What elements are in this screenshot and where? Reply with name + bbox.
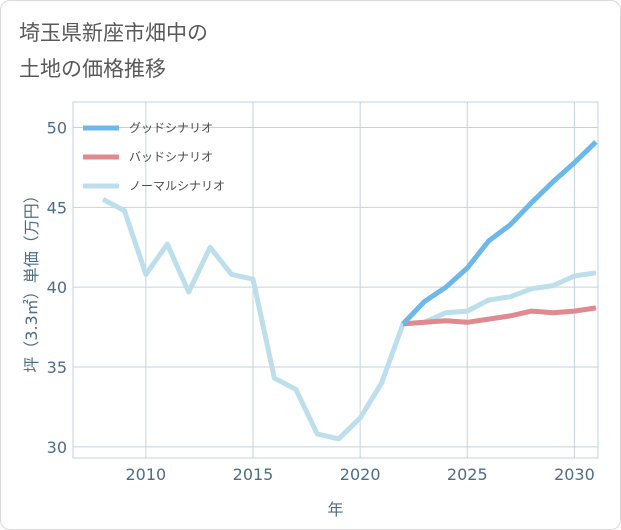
chart-title: 埼玉県新座市畑中の 土地の価格推移 (19, 15, 208, 87)
x-tick-label: 2015 (233, 465, 274, 484)
x-tick-label: 2010 (125, 465, 166, 484)
x-tick-label: 2030 (554, 465, 595, 484)
legend-label-bad: バッドシナリオ (129, 150, 213, 164)
plot-area-border (72, 101, 599, 459)
series-line-normal (101, 197, 597, 442)
legend-label-good: グッドシナリオ (129, 121, 213, 135)
legend-label-normal: ノーマルシナリオ (129, 179, 225, 193)
chart-title-line2: 土地の価格推移 (19, 57, 166, 81)
y-tick-label: 30 (47, 438, 67, 457)
y-tick-label: 35 (47, 358, 67, 377)
y-axis-ticks: 30 35 40 45 50 (47, 119, 67, 457)
x-tick-label: 2020 (340, 465, 381, 484)
series-line-good (401, 140, 598, 326)
y-tick-label: 40 (47, 278, 67, 297)
y-tick-label: 50 (47, 119, 67, 138)
y-tick-label: 45 (47, 198, 67, 217)
x-tick-label: 2025 (447, 465, 488, 484)
y-axis-title: 坪（3.3㎡）単価（万円） (22, 187, 41, 372)
x-axis-ticks: 2010 2015 2020 2025 2030 (125, 465, 594, 484)
x-axis-title: 年 (327, 500, 343, 519)
series-line-bad (402, 305, 597, 327)
series-lines (101, 140, 598, 442)
chart-title-line1: 埼玉県新座市畑中の (19, 21, 208, 45)
